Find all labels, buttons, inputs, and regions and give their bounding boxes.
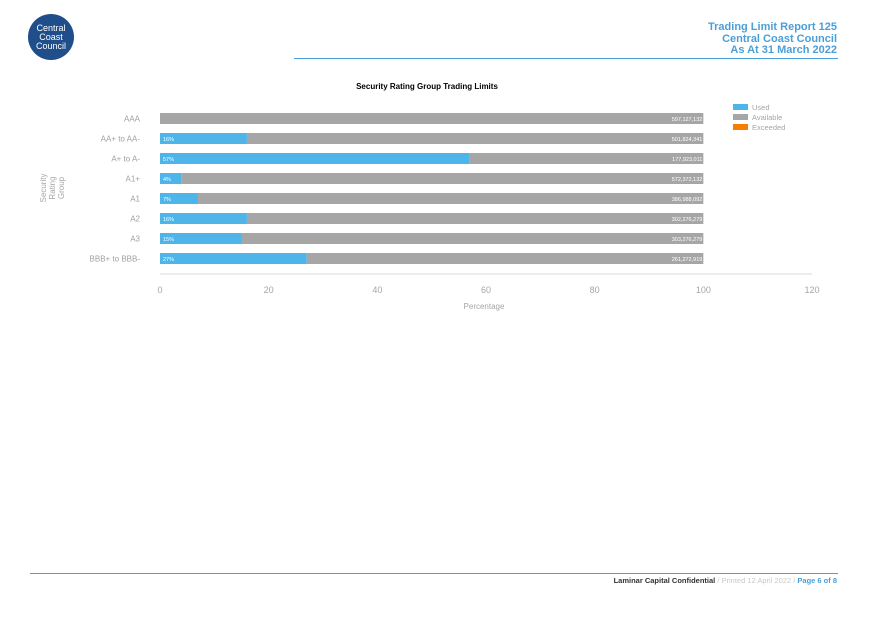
- bar-available: [246, 213, 704, 224]
- header-divider: [294, 58, 838, 59]
- footer-page: Page 6 of 8: [797, 576, 837, 585]
- council-logo: Central Coast Council: [28, 14, 74, 60]
- x-tick-label: 40: [372, 285, 382, 295]
- legend-swatch-exceeded: [733, 124, 748, 130]
- legend-label-used: Used: [752, 103, 770, 112]
- bar-available: [306, 253, 704, 264]
- x-tick-label: 0: [157, 285, 162, 295]
- legend-swatch-available: [733, 114, 748, 120]
- data-label-available: 303,276,279: [672, 237, 703, 243]
- category-label: A1+: [126, 175, 141, 184]
- bar-available: [198, 193, 704, 204]
- bar-used: [160, 193, 199, 204]
- report-title: Trading Limit Report 125: [708, 21, 837, 33]
- x-tick-label: 80: [590, 285, 600, 295]
- bar-used: [160, 233, 242, 244]
- logo-text-2: Coast: [39, 31, 63, 42]
- legend-label-available: Available: [752, 113, 782, 122]
- bar-available: [246, 133, 704, 144]
- x-tick-label: 100: [696, 285, 711, 295]
- category-label: BBB+ to BBB-: [90, 255, 141, 264]
- bar-available: [469, 153, 704, 164]
- data-label-used: 7%: [163, 197, 171, 203]
- logo-text-1: Central: [36, 22, 66, 33]
- data-label-available: 386,988,092: [672, 197, 703, 203]
- bar-available: [160, 113, 704, 124]
- data-label-used: 15%: [163, 237, 174, 243]
- category-label: AA+ to AA-: [101, 135, 141, 144]
- x-tick-label: 120: [804, 285, 819, 295]
- bar-used: [160, 213, 247, 224]
- bar-available: [181, 173, 704, 184]
- report-header: Trading Limit Report 125 Central Coast C…: [708, 21, 837, 57]
- data-label-available: 261,272,919: [672, 257, 703, 263]
- category-label: A2: [130, 215, 140, 224]
- bar-used: [160, 253, 307, 264]
- logo-text-3: Council: [35, 40, 66, 51]
- footer-confidential: Laminar Capital Confidential: [613, 576, 716, 585]
- footer-printed: / Printed 12 April 2022 /: [715, 576, 798, 585]
- category-label: AAA: [124, 115, 141, 124]
- legend-swatch-used: [733, 104, 748, 110]
- x-tick-label: 20: [264, 285, 274, 295]
- footer-divider: [30, 573, 838, 574]
- data-label-available: 597,127,132: [672, 117, 703, 123]
- category-label: A1: [130, 195, 140, 204]
- data-label-available: 302,276,279: [672, 217, 703, 223]
- data-label-available: 501,824,341: [672, 137, 703, 143]
- data-label-used: 4%: [163, 177, 171, 183]
- bar-available: [241, 233, 704, 244]
- data-label-used: 16%: [163, 137, 174, 143]
- data-label-used: 27%: [163, 257, 174, 263]
- category-label: A+ to A-: [111, 155, 140, 164]
- bar-used: [160, 153, 470, 164]
- data-label-available: 572,372,132: [672, 177, 703, 183]
- footer: Laminar Capital Confidential / Printed 1…: [614, 576, 837, 585]
- y-axis-label: SecurityRatingGroup: [39, 174, 66, 203]
- data-label-used: 16%: [163, 217, 174, 223]
- category-label: A3: [130, 235, 140, 244]
- report-date: As At 31 March 2022: [730, 44, 837, 56]
- bar-used: [160, 133, 247, 144]
- data-label-available: 177,923,011: [672, 157, 702, 163]
- x-tick-label: 60: [481, 285, 491, 295]
- report-council: Central Coast Council: [722, 32, 837, 45]
- x-axis-label: Percentage: [464, 302, 505, 311]
- legend-label-exceeded: Exceeded: [752, 123, 785, 132]
- data-label-used: 57%: [163, 157, 174, 163]
- bar-used: [160, 173, 182, 184]
- chart-title: Security Rating Group Trading Limits: [356, 82, 498, 91]
